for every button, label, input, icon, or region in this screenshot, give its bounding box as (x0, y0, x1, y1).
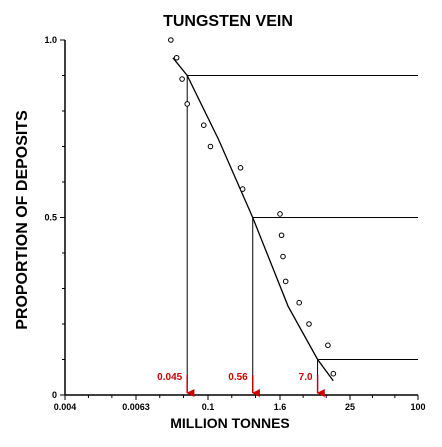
data-point (239, 186, 246, 192)
x-tick-label: 0.004 (54, 402, 77, 412)
data-point (325, 342, 331, 349)
data-point (184, 101, 191, 107)
y-tick-label: 0.5 (44, 213, 57, 223)
plot-area: 0 0.5 1.0 0.004 0.0063 0.1 1.6 25 100 0.045 0.56 7.… (44, 35, 425, 412)
percentile-label: 0.045 (157, 372, 182, 383)
data-point (330, 370, 337, 377)
x-axis-label: MILLION TONNES (170, 415, 290, 431)
data-point (237, 165, 244, 171)
x-tick-label: 0.0063 (122, 402, 150, 412)
percentile-label: 7.0 (299, 372, 313, 383)
data-point (173, 54, 180, 61)
percentile-label: 0.56 (228, 372, 248, 383)
chart-title: TUNGSTEN VEIN (163, 13, 293, 30)
x-tick-label: 0.1 (202, 402, 215, 412)
x-tick-label: 100 (410, 402, 425, 412)
x-tick-label: 25 (345, 402, 355, 412)
data-point (200, 122, 207, 128)
data-point (282, 278, 289, 285)
data-point (277, 211, 283, 217)
data-point (280, 253, 286, 260)
y-tick-label: 0 (52, 390, 57, 400)
data-point (306, 321, 312, 327)
data-point (296, 299, 302, 306)
data-point (207, 143, 214, 150)
y-tick-label: 1.0 (44, 35, 57, 45)
data-point (278, 232, 285, 239)
data-point (179, 76, 185, 82)
x-tick-label: 1.6 (274, 402, 287, 412)
data-point (168, 37, 174, 43)
y-axis-label: PROPORTION OF DEPOSITS (14, 110, 31, 330)
